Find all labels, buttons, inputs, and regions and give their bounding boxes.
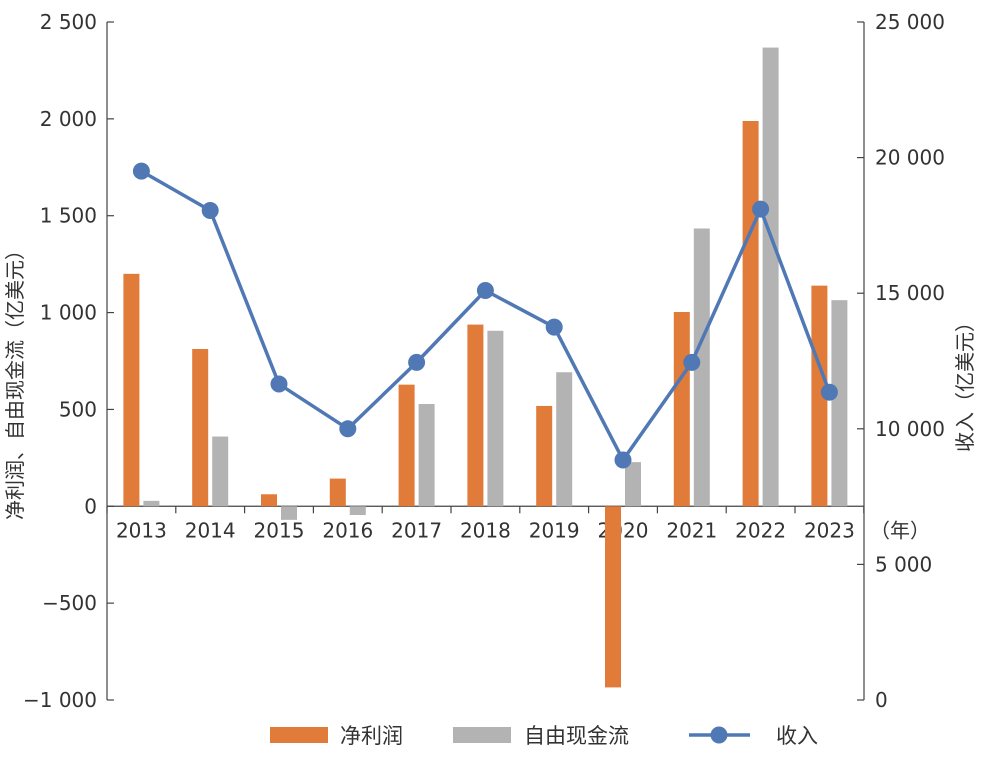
free-cash-flow-bar <box>762 47 779 507</box>
right-axis-title: 收入（亿美元） <box>953 312 977 452</box>
legend-swatch-net-profit <box>270 727 328 743</box>
bar-series <box>123 47 848 688</box>
legend-marker-revenue <box>710 726 728 744</box>
x-tick-label: 2018 <box>460 518 511 542</box>
revenue-point <box>270 375 288 393</box>
free-cash-flow-bar <box>693 228 710 507</box>
right-tick-label: 25 000 <box>875 10 945 34</box>
x-tick-label: 2014 <box>185 518 236 542</box>
legend-label-net-profit: 净利润 <box>340 724 403 748</box>
x-tick-label: 2019 <box>529 518 580 542</box>
free-cash-flow-bar <box>212 436 229 507</box>
legend-label-free-cash-flow: 自由现金流 <box>524 724 629 748</box>
right-y-axis: 0 5 000 10 000 15 000 20 000 25 000 <box>857 10 945 712</box>
left-axis-title: 净利润、自由现金流（亿美元） <box>3 240 27 520</box>
free-cash-flow-bar <box>487 330 504 507</box>
net-profit-bar <box>536 405 553 507</box>
net-profit-bar <box>811 285 828 507</box>
revenue-point <box>614 451 632 469</box>
free-cash-flow-bar <box>556 372 573 507</box>
net-profit-bar <box>605 506 621 688</box>
x-tick-label: 2021 <box>666 518 717 542</box>
left-tick-label: −500 <box>42 591 97 615</box>
net-profit-bar <box>673 311 690 507</box>
net-profit-bar <box>398 384 415 507</box>
revenue-point <box>408 353 426 371</box>
axis-titles: 净利润、自由现金流（亿美元） 收入（亿美元） <box>3 240 977 520</box>
net-profit-bar <box>123 273 140 507</box>
revenue-point <box>683 353 701 371</box>
revenue-point <box>476 281 494 299</box>
left-tick-label: 2 500 <box>40 10 97 34</box>
right-tick-label: 15 000 <box>875 281 945 305</box>
free-cash-flow-bar <box>349 506 366 516</box>
x-tick-label: 2017 <box>391 518 442 542</box>
right-tick-label: 10 000 <box>875 417 945 441</box>
net-profit-bar <box>742 120 759 507</box>
revenue-line <box>140 169 832 462</box>
free-cash-flow-bar <box>831 300 848 507</box>
revenue-point <box>752 200 770 218</box>
revenue-point <box>339 420 357 438</box>
revenue-point <box>545 318 563 336</box>
revenue-point <box>201 201 219 219</box>
left-tick-label: 0 <box>84 494 97 518</box>
net-profit-bar <box>329 478 346 507</box>
legend-swatch-free-cash-flow <box>453 727 511 743</box>
right-tick-label: 0 <box>875 688 888 712</box>
x-tick-label: 2022 <box>735 518 786 542</box>
revenue-point <box>820 383 838 401</box>
x-axis: 2013 2014 2015 2016 2017 2018 2019 2020 2021 2022… <box>106 505 930 542</box>
right-tick-label: 20 000 <box>875 146 945 170</box>
free-cash-flow-bar <box>143 500 160 507</box>
left-tick-label: 1 500 <box>40 204 97 228</box>
free-cash-flow-bar <box>281 506 297 520</box>
net-profit-bar <box>192 348 209 507</box>
x-tick-label: 2015 <box>254 518 305 542</box>
x-tick-label: 2023 <box>804 518 855 542</box>
left-tick-label: 2 000 <box>40 107 97 131</box>
legend-label-revenue: 收入 <box>776 724 818 748</box>
left-y-axis: −1 000 −500 0 500 1 000 1 500 2 000 2 500 <box>23 10 114 712</box>
x-axis-unit: （年） <box>870 518 930 542</box>
net-profit-bar <box>467 324 484 507</box>
right-tick-label: 5 000 <box>875 552 932 576</box>
free-cash-flow-bar <box>418 404 435 507</box>
legend: 净利润 自由现金流 收入 <box>270 724 818 748</box>
left-tick-label: −1 000 <box>23 688 97 712</box>
revenue-point <box>132 162 150 180</box>
left-tick-label: 500 <box>59 397 97 421</box>
left-tick-label: 1 000 <box>40 301 97 325</box>
net-profit-bar <box>261 494 277 507</box>
x-tick-label: 2016 <box>322 518 373 542</box>
free-cash-flow-bar <box>625 462 641 507</box>
x-tick-label: 2013 <box>116 518 167 542</box>
line-series <box>132 162 838 469</box>
